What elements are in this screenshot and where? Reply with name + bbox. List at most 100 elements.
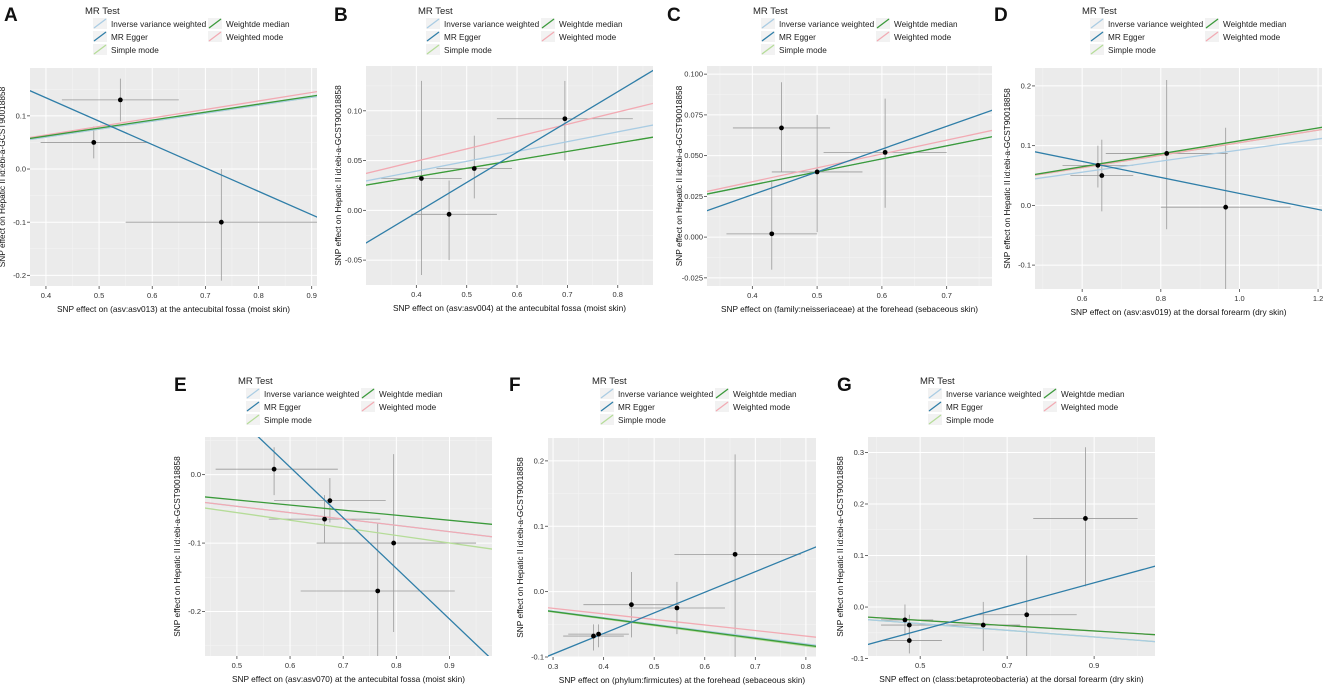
grid [548,438,816,658]
legend-label: Simple mode [1108,46,1156,55]
legend-label: Simple mode [264,416,312,425]
y-tick-label: 0.1 [16,111,26,120]
panel-letter: F [509,375,521,396]
legend-key-line [426,31,440,42]
legend-label: Simple mode [946,416,994,425]
regression-line [205,496,492,525]
legend-key [928,388,942,399]
panel-letter: D [994,5,1008,26]
y-tick-label: -0.025 [682,273,703,282]
data-area [548,454,816,657]
y-tick-label: 0.2 [854,500,864,509]
legend-key-line [93,44,107,55]
regression-line [707,109,992,212]
regression-line [868,619,1155,643]
grid [366,66,653,285]
regression-line [868,616,1155,636]
y-axis-title: SNP effect on Hepatic II id:ebi-a-GCST90… [0,86,7,267]
legend-key-line [600,414,614,425]
regression-line [707,136,992,195]
regression-line [205,507,492,550]
regression-line [30,95,317,141]
legend-key [361,401,375,412]
legend-key [361,388,375,399]
x-tick-label: 0.7 [200,291,210,300]
legend-label: Simple mode [111,46,159,55]
x-tick-label: 0.5 [915,661,925,670]
panel-c: C MR Test Inverse variance weighted MR Egge… [667,5,992,314]
data-point [375,588,381,594]
legend-key-line [928,388,942,399]
legend: MR Test Inverse variance weighted MR Egger… [418,6,623,55]
data-point [446,211,452,217]
data-point [732,551,738,557]
legend-key-line [715,388,729,399]
legend-title: MR Test [592,376,627,387]
data-point [902,617,908,623]
data-point [906,638,912,643]
legend-label: Weighted mode [226,33,284,42]
panel-letter: B [334,5,348,26]
legend-label: Weighted mode [559,33,617,42]
x-tick-label: 0.7 [750,662,760,671]
legend-key [208,31,222,42]
regression-line [257,437,490,656]
legend-key [600,414,614,425]
legend-key [1205,31,1219,42]
grid [1035,68,1322,289]
y-tick-label: -0.1 [13,218,26,227]
legend-key [1043,388,1057,399]
legend-key [208,18,222,29]
legend-key-line [541,31,555,42]
regression-line [30,94,317,140]
legend-label: Weighted mode [1223,33,1281,42]
legend: MR Test Inverse variance weighted MR Egger… [238,376,443,425]
y-tick-label: 0.0 [191,470,201,479]
legend-key [93,44,107,55]
panel-a: A MR Test Inverse variance weighted MR Egge… [0,5,317,314]
data-point [591,633,596,639]
data-area [366,69,653,276]
legend-title: MR Test [753,6,788,17]
plot-panel [366,66,653,285]
data-point [562,116,568,122]
legend-key-line [426,18,440,29]
y-tick-label: 0.0 [16,165,26,174]
y-tick-label: 0.05 [347,156,362,165]
x-axis-title: SNP effect on (asv:asv013) at the antecu… [57,304,290,314]
x-tick-label: 0.8 [391,661,401,670]
legend-label: Weighted mode [379,403,437,412]
legend-label: MR Egger [444,33,481,42]
y-tick-label: -0.2 [13,271,26,280]
legend-label: Inverse variance weighted [779,20,875,29]
regression-line [366,69,653,244]
legend-key [1090,18,1104,29]
legend-key [600,401,614,412]
data-area [205,437,492,656]
data-point [271,466,277,472]
data-point [1024,612,1030,618]
x-tick-label: 0.5 [461,290,471,299]
data-point [1099,173,1105,178]
data-point [471,166,477,171]
legend-key [541,18,555,29]
regression-line [366,124,653,182]
legend-title: MR Test [85,6,120,17]
y-tick-label: -0.2 [188,607,201,616]
legend-key-line [93,31,107,42]
data-point [391,540,397,546]
y-tick-label: -0.1 [851,654,864,663]
y-tick-label: 0.2 [534,456,544,465]
legend-label: Weightde median [379,390,443,399]
x-tick-label: 0.8 [253,291,263,300]
x-tick-label: 0.3 [548,662,558,671]
data-point [769,231,775,237]
x-axis-title: SNP effect on (asv:asv019) at the dorsal… [1071,307,1287,317]
x-axis-title: SNP effect on (phylum:firmicutes) at the… [559,675,806,685]
data-point [1223,204,1229,210]
grid [868,437,1155,660]
regression-line [205,501,492,538]
legend-label: Weighted mode [1061,403,1119,412]
y-tick-label: 0.1 [1021,141,1031,150]
x-tick-label: 0.5 [812,291,822,300]
